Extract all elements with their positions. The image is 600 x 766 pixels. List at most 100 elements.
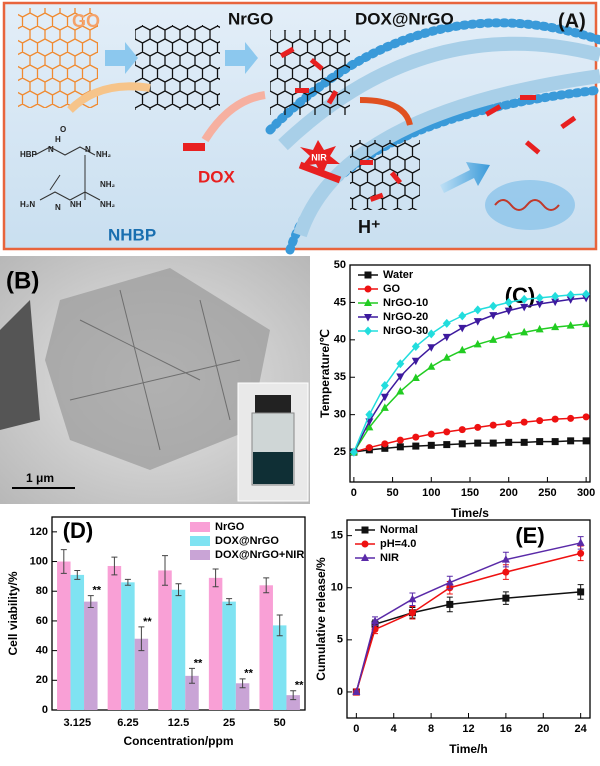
legend-label: NrGO-30 [383,325,428,337]
marker [349,447,358,457]
marker [551,438,559,446]
error-bar [138,626,145,652]
marker [551,291,560,301]
legend-label: Normal [380,524,418,536]
marker [535,324,544,333]
scale-label: 1 μm [26,471,54,485]
x-tick-label: 0 [353,723,359,735]
marker [427,430,435,438]
structure-label: NH₂ [100,200,116,209]
marker [380,403,389,411]
error-bar [290,690,297,701]
error-bar [175,583,182,597]
marker [361,553,369,561]
marker [364,271,372,279]
y-tick-label: 30 [334,409,346,421]
marker [536,438,544,446]
legend-label: GO [383,283,401,295]
marker [411,357,420,366]
bar [222,601,236,710]
marker [504,330,513,339]
structure-label: NH [70,200,82,209]
x-tick-label: 12 [462,723,474,735]
marker [458,324,467,333]
error-bar [60,549,67,574]
error-bar [124,578,131,586]
bar [185,675,199,710]
marker [411,373,420,381]
panel-a-label: H⁺ [358,217,381,237]
marker [365,444,373,452]
marker [582,437,590,445]
marker [551,322,560,331]
y-tick-label: 60 [36,615,48,627]
marker [566,296,575,304]
y-tick-label: 45 [334,296,346,308]
legend-label: NrGO-20 [383,311,428,323]
arrow [225,42,258,74]
graphene-sheet [45,268,270,470]
marker [361,526,369,534]
x-tick-label: 4 [391,723,398,735]
marker [396,373,405,381]
error-bar [212,568,219,588]
panel-a-label: (A) [558,10,586,32]
chart: 25 30 35 40 45 50 0 50 100 150 200 250 300 Time/s Temp… [318,259,595,520]
structure-label: O [60,125,66,134]
panel-a-label: NIR [311,152,327,162]
marker [381,444,389,452]
legend-swatch [190,522,210,532]
nucleus [485,180,575,230]
legend-label: Water [383,269,414,281]
structure-label: NH₂ [100,180,116,189]
y-axis-title: Cumulative release/% [314,557,328,681]
y-tick-label: 40 [334,334,346,346]
chart: 0 20 40 60 80 100 120 3.125 6.25 12.5 25 50 Concentr… [6,516,306,748]
x-tick-label: 50 [386,487,398,499]
x-tick-label: 24 [575,723,588,735]
marker [535,293,544,303]
series-line [355,552,581,693]
x-tick-label: 16 [500,723,512,735]
marker [501,555,510,563]
marker [446,600,454,608]
marker [427,441,435,449]
panel-a-label: GO [72,11,100,31]
x-tick-label: 0 [351,487,357,499]
error-bar [276,614,283,637]
series-line [353,297,587,453]
marker [535,300,544,309]
x-tick-label: 300 [577,487,595,499]
nhbp-structure [34,146,101,201]
marker [576,538,585,546]
error-bar [74,569,81,580]
panel-a-label: DOX@NrGO [355,9,454,28]
marker [380,393,389,402]
legend-label: DOX@NrGO+NIR [215,549,304,561]
arrow [359,97,413,126]
marker [520,327,529,336]
series-line [353,440,587,453]
legend-label: NIR [380,552,399,564]
panel-a: GO NrGO DOX@NrGO (A)DOXNIRH⁺NHBPHBPHNNH₂ONN… [2,1,600,255]
error-bar [111,556,118,576]
significance: ** [143,616,152,628]
bar [121,582,135,710]
wrinkles [69,289,241,451]
marker [458,311,467,321]
arrow [440,162,490,193]
y-tick-label: 100 [30,555,48,567]
marker [364,298,372,306]
legend-label: DOX@NrGO [215,535,279,547]
bar [259,585,273,710]
y-tick-label: 50 [334,259,346,271]
vial-cap [255,395,291,413]
marker [408,594,417,603]
bar [70,574,85,710]
marker [408,609,416,617]
bar [235,683,250,710]
y-tick-label: 120 [30,526,48,538]
panel-a-label: DOX [198,167,236,186]
marker [412,433,420,441]
